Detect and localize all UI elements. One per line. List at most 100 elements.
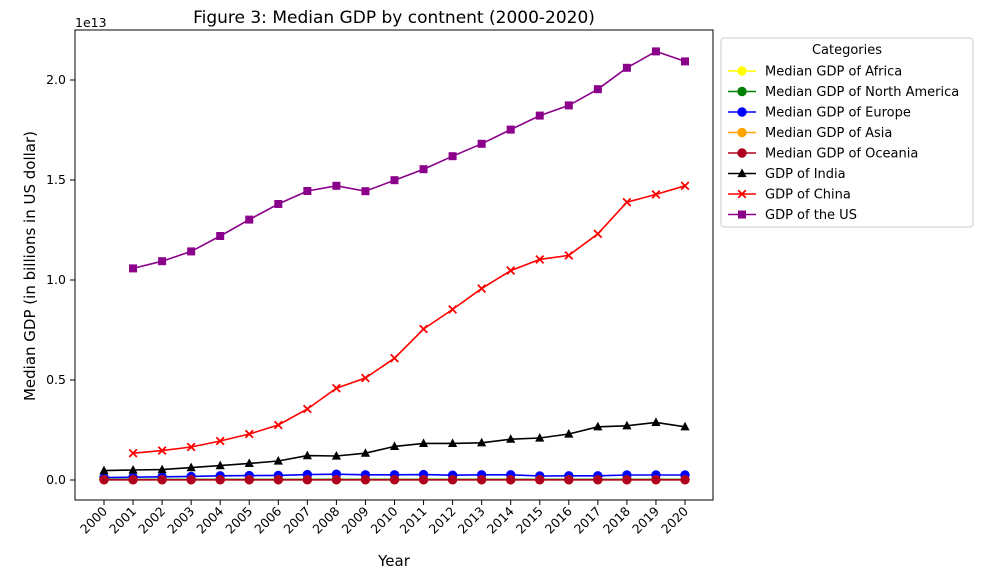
data-point-gdp-of-the-us [477, 139, 486, 148]
data-point-median-gdp-of-oceania [389, 475, 400, 485]
data-point-median-gdp-of-oceania [302, 475, 313, 485]
data-point-median-gdp-of-oceania [418, 475, 429, 485]
data-point-gdp-of-china [273, 420, 283, 430]
y-tick-label: 2.0 [46, 72, 66, 87]
data-point-gdp-of-the-us [448, 152, 457, 161]
legend-swatch-marker [737, 66, 747, 76]
series-line-gdp-of-china [133, 185, 686, 454]
data-point-gdp-of-the-us [187, 247, 196, 256]
data-point-median-gdp-of-oceania [99, 475, 109, 485]
x-tick-label: 2000 [77, 503, 110, 536]
data-point-gdp-of-the-us [158, 257, 167, 266]
data-point-median-gdp-of-oceania [215, 475, 225, 485]
legend-swatch-marker [737, 148, 747, 158]
data-point-median-gdp-of-oceania [564, 475, 574, 485]
data-point-gdp-of-china [622, 197, 632, 207]
data-point-median-gdp-of-oceania [186, 475, 196, 485]
data-point-median-gdp-of-oceania [128, 475, 138, 485]
x-tick-label: 2016 [542, 503, 575, 536]
x-tick-label: 2010 [368, 503, 401, 536]
data-point-gdp-of-china [448, 304, 458, 314]
data-point-median-gdp-of-oceania [331, 475, 342, 485]
data-point-gdp-of-the-us [216, 232, 225, 240]
data-point-gdp-of-the-us [564, 101, 573, 110]
x-tick-label: 2013 [455, 504, 488, 537]
legend-entry-label: GDP of China [765, 188, 851, 203]
data-point-gdp-of-india [360, 448, 371, 457]
data-point-gdp-of-china [331, 383, 341, 393]
x-tick-label: 2009 [338, 503, 371, 536]
y-tick-label: 0.0 [46, 472, 66, 487]
data-point-gdp-of-the-us [681, 57, 689, 66]
data-point-gdp-of-china [680, 181, 690, 191]
data-point-gdp-of-china [302, 404, 312, 414]
data-point-gdp-of-china [186, 442, 196, 452]
data-point-gdp-of-india [389, 441, 400, 450]
data-point-gdp-of-india [564, 429, 574, 438]
data-point-median-gdp-of-oceania [506, 475, 516, 485]
data-point-gdp-of-china [128, 448, 138, 458]
x-tick-label: 2019 [629, 503, 662, 536]
legend-entry-label: Median GDP of Europe [765, 106, 911, 121]
legend-swatch-marker [738, 210, 746, 219]
data-point-gdp-of-the-us [593, 85, 602, 94]
data-point-median-gdp-of-oceania [593, 475, 603, 485]
data-point-gdp-of-the-us [390, 176, 399, 185]
x-tick-label: 2001 [106, 504, 139, 537]
data-point-gdp-of-china [390, 353, 399, 363]
data-point-gdp-of-china [535, 254, 545, 264]
data-point-gdp-of-india [477, 437, 487, 447]
chart-title: Figure 3: Median GDP by contnent (2000-2… [193, 8, 595, 28]
data-point-gdp-of-india [680, 421, 690, 431]
data-point-gdp-of-the-us [303, 187, 312, 195]
data-point-gdp-of-india [273, 456, 283, 465]
data-point-gdp-of-china [157, 446, 167, 456]
legend-swatch-marker [737, 86, 747, 97]
x-tick-label: 2018 [600, 503, 633, 536]
y-axis-label: Median GDP (in billions in US dollar) [21, 131, 39, 401]
data-point-gdp-of-india [302, 450, 312, 460]
data-point-gdp-of-india [157, 464, 167, 474]
data-point-median-gdp-of-oceania [447, 475, 458, 485]
x-axis-label: Year [377, 552, 411, 570]
data-point-gdp-of-india [418, 438, 429, 447]
data-point-gdp-of-india [186, 462, 196, 472]
data-point-gdp-of-the-us [506, 125, 515, 134]
x-tick-label: 2008 [309, 503, 342, 536]
data-point-gdp-of-india [99, 465, 109, 475]
data-point-median-gdp-of-oceania [651, 475, 661, 485]
data-point-gdp-of-the-us [332, 181, 341, 190]
plot-frame [74, 29, 714, 501]
x-tick-label: 2006 [251, 503, 284, 536]
plot-area: 0.00.51.01.52.02000200120022003200420052… [46, 29, 714, 537]
data-point-gdp-of-china [477, 284, 487, 294]
data-point-gdp-of-india [448, 438, 458, 447]
data-point-gdp-of-the-us [274, 200, 283, 208]
series-line-gdp-of-the-us [132, 50, 686, 270]
data-point-gdp-of-china [215, 436, 225, 446]
data-point-gdp-of-india [506, 434, 516, 443]
x-tick-label: 2017 [571, 504, 604, 537]
data-point-gdp-of-india [651, 417, 661, 426]
legend-swatch-marker [737, 107, 747, 117]
data-point-gdp-of-india [128, 465, 138, 474]
x-tick-label: 2002 [135, 504, 168, 537]
legend-entry-label: GDP of India [765, 167, 846, 182]
legend-entry-label: Median GDP of Oceania [765, 147, 918, 162]
x-tick-label: 2003 [164, 504, 197, 537]
legend: Categories Median GDP of Africa Median GDP… [720, 37, 974, 228]
data-point-gdp-of-the-us [535, 111, 544, 120]
legend-swatch-marker [737, 127, 747, 138]
y-tick-label: 0.5 [46, 372, 66, 387]
data-point-gdp-of-the-us [361, 187, 370, 196]
x-tick-label: 2005 [222, 504, 255, 537]
data-point-median-gdp-of-oceania [535, 475, 545, 485]
y-tick-label: 1.0 [46, 272, 66, 287]
data-point-gdp-of-india [535, 433, 545, 442]
data-point-median-gdp-of-oceania [273, 475, 283, 485]
data-point-gdp-of-china [564, 250, 574, 260]
data-point-gdp-of-china [651, 189, 661, 199]
x-tick-label: 2014 [484, 503, 517, 536]
data-point-gdp-of-the-us [419, 165, 428, 174]
